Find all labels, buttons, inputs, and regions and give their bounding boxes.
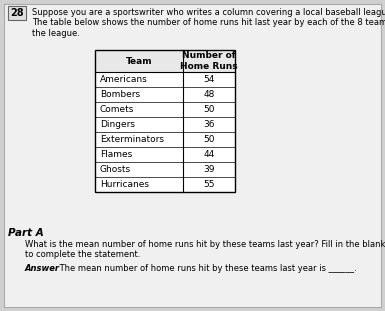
Text: Flames: Flames	[100, 150, 132, 159]
Bar	[95, 50, 235, 192]
Text: Hurricanes: Hurricanes	[100, 180, 149, 189]
Text: What is the mean number of home runs hit by these teams last year? Fill in the b: What is the mean number of home runs hit…	[25, 240, 385, 259]
Text: 54: 54	[203, 75, 215, 84]
Text: Comets: Comets	[100, 105, 134, 114]
Bar	[95, 50, 235, 192]
Text: 36: 36	[203, 120, 215, 129]
Text: Americans: Americans	[100, 75, 148, 84]
Bar	[8, 6, 26, 20]
Text: Dingers: Dingers	[100, 120, 135, 129]
Text: 44: 44	[203, 150, 214, 159]
Text: Number of
Home Runs: Number of Home Runs	[180, 51, 238, 71]
Text: 28: 28	[10, 8, 24, 18]
Text: Suppose you are a sportswriter who writes a column covering a local baseball lea: Suppose you are a sportswriter who write…	[32, 8, 385, 38]
Text: 55: 55	[203, 180, 215, 189]
Text: Answer: Answer	[25, 264, 60, 273]
Text: 50: 50	[203, 135, 215, 144]
Text: Ghosts: Ghosts	[100, 165, 131, 174]
Text: The mean number of home runs hit by these teams last year is ______.: The mean number of home runs hit by thes…	[57, 264, 357, 273]
Text: Part A: Part A	[8, 228, 44, 238]
Text: 50: 50	[203, 105, 215, 114]
Text: Exterminators: Exterminators	[100, 135, 164, 144]
Text: 48: 48	[203, 90, 215, 99]
Text: 39: 39	[203, 165, 215, 174]
Bar	[95, 50, 235, 72]
Text: Team: Team	[126, 57, 152, 66]
Text: Bombers: Bombers	[100, 90, 140, 99]
